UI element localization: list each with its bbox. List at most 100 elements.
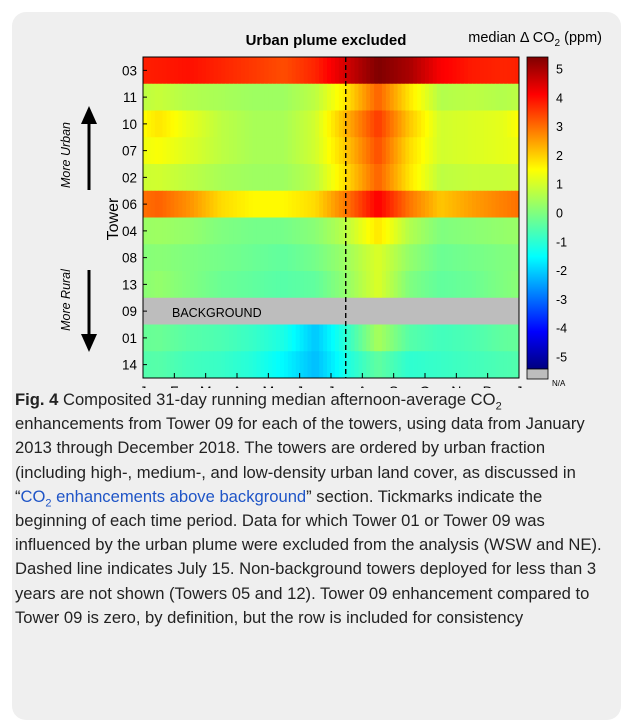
heatmap-cell: [272, 217, 277, 245]
heatmap-cell: [479, 271, 485, 299]
heatmap-cell: [233, 110, 238, 138]
heatmap-cell: [272, 137, 277, 165]
heatmap-cell: [193, 164, 199, 192]
heatmap-cell: [162, 244, 167, 272]
heatmap-cell: [468, 137, 473, 165]
heatmap-cell: [287, 244, 293, 272]
x-tick-label: S: [389, 383, 398, 388]
heatmap-cell: [193, 57, 199, 85]
heatmap-cell: [291, 271, 297, 299]
heatmap-cell: [468, 110, 473, 138]
heatmap-cell: [397, 137, 402, 165]
heatmap-cell: [495, 244, 500, 272]
heatmap-cell: [166, 271, 171, 299]
arrow-up-icon: [81, 106, 97, 124]
heatmap-cell: [397, 57, 402, 85]
heatmap-cell: [479, 244, 485, 272]
heatmap-cell: [413, 271, 418, 299]
heatmap-cell: [299, 271, 305, 299]
heatmap-cell: [417, 351, 422, 379]
heatmap-cell: [401, 110, 406, 138]
heatmap-cell: [342, 217, 348, 245]
heatmap-cell: [221, 57, 226, 85]
heatmap-cell: [468, 83, 473, 111]
heatmap-cell: [346, 57, 352, 85]
heatmap-cell: [217, 271, 222, 299]
heatmap-cell: [334, 271, 340, 299]
heatmap-cell: [381, 351, 387, 379]
heatmap-cell: [393, 351, 399, 379]
heatmap-cell: [456, 110, 461, 138]
heatmap-cell: [182, 110, 187, 138]
heatmap-cell: [244, 164, 250, 192]
heatmap-cell: [413, 351, 418, 379]
heatmap-cell: [374, 217, 379, 245]
heatmap-cell: [252, 271, 258, 299]
heatmap-cell: [166, 164, 171, 192]
heatmap-cell: [174, 83, 179, 111]
heatmap-cell: [233, 83, 238, 111]
heatmap-cell: [397, 351, 402, 379]
heatmap-cell: [405, 190, 410, 218]
figure-caption: Fig. 4 Composited 31-day running median …: [15, 390, 602, 627]
heatmap-cell: [213, 164, 218, 192]
heatmap-cell: [186, 137, 191, 165]
heatmap-cell: [401, 190, 406, 218]
heatmap-cell: [487, 164, 493, 192]
heatmap-cell: [487, 57, 493, 85]
heatmap-cell: [362, 164, 367, 192]
heatmap-cell: [460, 57, 465, 85]
heatmap-cell: [190, 271, 195, 299]
heatmap-cell: [319, 271, 324, 299]
heatmap-cell: [475, 217, 481, 245]
heatmap-cell: [154, 217, 160, 245]
heatmap-cell: [182, 83, 187, 111]
heatmap-cell: [334, 217, 340, 245]
heatmap-cell: [452, 244, 457, 272]
heatmap-cell: [342, 190, 348, 218]
heatmap-cell: [495, 271, 500, 299]
heatmap-cell: [417, 244, 422, 272]
heatmap-cell: [264, 164, 269, 192]
heatmap-cell: [287, 271, 293, 299]
heatmap-cell: [389, 137, 395, 165]
heatmap-cell: [186, 83, 191, 111]
heatmap-cell: [428, 164, 434, 192]
heatmap-cell: [186, 164, 191, 192]
heatmap-cell: [334, 244, 340, 272]
heatmap-cell: [346, 164, 352, 192]
heatmap-cell: [409, 190, 414, 218]
heatmap-cell: [385, 217, 391, 245]
heatmap-cell: [491, 83, 496, 111]
heatmap-cell: [178, 137, 183, 165]
heatmap-cell: [421, 190, 426, 218]
heatmap-cell: [385, 57, 391, 85]
heatmap-cell: [150, 137, 156, 165]
row-label: 06: [122, 197, 137, 212]
heatmap-cell: [358, 164, 363, 192]
heatmap-cell: [174, 244, 179, 272]
heatmap-cell: [507, 217, 512, 245]
heatmap-cell: [213, 190, 218, 218]
heatmap-cell: [193, 190, 199, 218]
heatmap-cell: [268, 244, 273, 272]
heatmap-cell: [413, 324, 418, 352]
heatmap-cell: [264, 324, 269, 352]
heatmap-cell: [432, 110, 438, 138]
heatmap-cell: [338, 110, 344, 138]
heatmap-cell: [331, 137, 336, 165]
heatmap-cell: [244, 110, 250, 138]
heatmap-cell: [295, 244, 301, 272]
heatmap-cell: [193, 217, 199, 245]
caption-section-link[interactable]: CO2 enhancements above background: [20, 486, 307, 510]
heatmap-cell: [205, 271, 211, 299]
heatmap-cell: [323, 137, 328, 165]
heatmap-cell: [417, 217, 422, 245]
heatmap-cell: [248, 83, 254, 111]
heatmap-cell: [240, 110, 246, 138]
heatmap-cell: [319, 83, 324, 111]
heatmap-cell: [405, 271, 410, 299]
heatmap-cell: [166, 244, 171, 272]
heatmap-cell: [405, 244, 410, 272]
heatmap-cell: [229, 164, 234, 192]
